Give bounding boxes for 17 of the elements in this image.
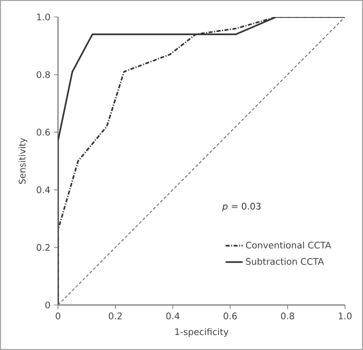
y-axis-title: Sensitivity	[18, 138, 28, 184]
y-tick-label: 0.2	[36, 244, 50, 251]
legend-label: Subtraction CCTA	[246, 258, 324, 265]
x-tick-label: 0.6	[224, 312, 237, 320]
y-tick-label: 1.0	[37, 14, 50, 20]
y-tick-label: 0.4	[36, 186, 50, 194]
x-tick-label: 0.4	[166, 312, 180, 320]
y-tick-label: 0.6	[36, 128, 50, 136]
annotation: p = 0.03	[222, 202, 261, 212]
legend-label: Conventional CCTA	[246, 242, 332, 249]
y-tick-label: 0.8	[36, 71, 50, 78]
x-tick-label: 0.2	[108, 312, 122, 320]
y-tick-label: 0	[45, 302, 50, 308]
x-tick-label: 0	[56, 312, 60, 320]
x-axis-title: 1-specificity	[175, 328, 228, 337]
x-tick-label: 1.0	[338, 312, 352, 320]
x-tick-label: 0.8	[281, 312, 294, 320]
